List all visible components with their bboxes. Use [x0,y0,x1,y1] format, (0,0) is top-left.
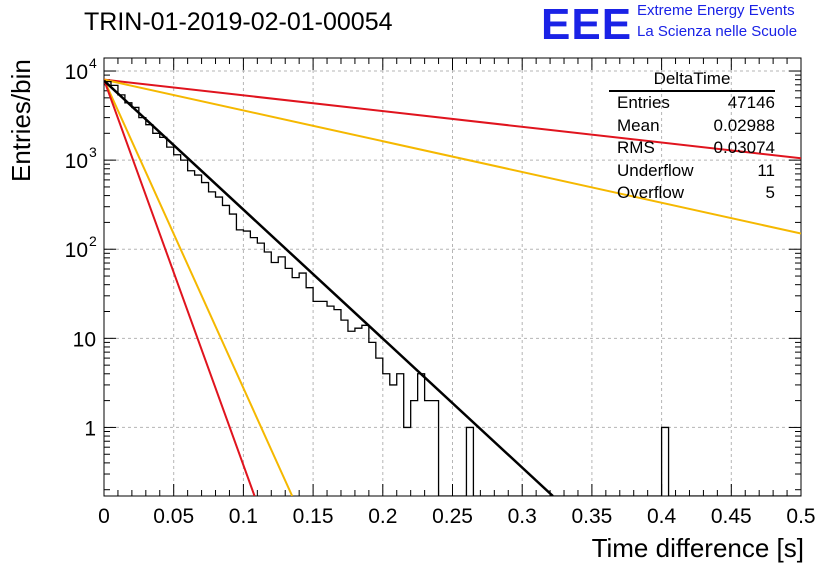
stats-row: Mean 0.02988 [609,115,775,138]
x-tick-label: 0.3 [508,505,537,528]
stats-box: DeltaTime Entries 47146 Mean 0.02988 RMS 0.03… [609,68,775,205]
x-tick-label: 0.2 [368,505,397,528]
red-decay-line [104,79,256,496]
x-tick-label: 0.1 [229,505,258,528]
stats-value: 5 [765,183,775,202]
stats-value: 47146 [727,93,775,112]
y-tick-label: 10 [65,61,88,84]
y-axis-label: Entries/bin [6,59,36,182]
stats-row: Entries 47146 [609,92,775,115]
stats-label: Entries [617,93,670,112]
x-tick-label: 0.15 [293,505,334,528]
stats-row: Underflow 11 [609,160,775,183]
y-tick-exponent: 4 [89,55,97,71]
stats-label: Mean [617,115,660,135]
histogram [104,80,801,496]
yellow-decay-line [104,79,294,496]
stats-title: DeltaTime [609,68,775,92]
x-tick-label: 0.25 [432,505,473,528]
org-name-line1: Extreme Energy Events [637,2,795,19]
x-tick-label: 0.05 [153,505,194,528]
red-decay-line [104,78,801,160]
x-tick-label: 0 [98,505,110,528]
y-tick-label: 10 [73,328,96,351]
x-tick-label: 0.35 [571,505,612,528]
eee-logo: EEE [541,0,633,49]
x-axis-label: Time difference [s] [591,533,804,563]
y-tick-label: 10 [65,239,88,262]
x-tick-label: 0.4 [647,505,677,528]
y-tick-exponent: 3 [89,144,97,160]
stats-label: Underflow [617,160,694,180]
y-tick-exponent: 2 [89,233,97,249]
org-name-line2: La Scienza nelle Scuole [637,23,798,40]
stats-row: RMS 0.03074 [609,137,775,160]
stats-value: 0.02988 [713,115,775,135]
x-tick-label: 0.5 [786,505,815,528]
y-tick-label: 10 [65,150,88,173]
x-tick-label: 0.45 [711,505,752,528]
run-title: TRIN-01-2019-02-01-00054 [84,8,393,36]
stats-label: Overflow [617,183,685,202]
stats-value: 0.03074 [713,138,775,157]
stats-label: RMS [617,138,655,157]
fit-line [104,79,554,496]
yellow-decay-line [104,78,801,235]
stats-value: 11 [757,160,775,180]
y-tick-label: 1 [84,417,96,440]
stats-row: Overflow 5 [609,182,775,205]
